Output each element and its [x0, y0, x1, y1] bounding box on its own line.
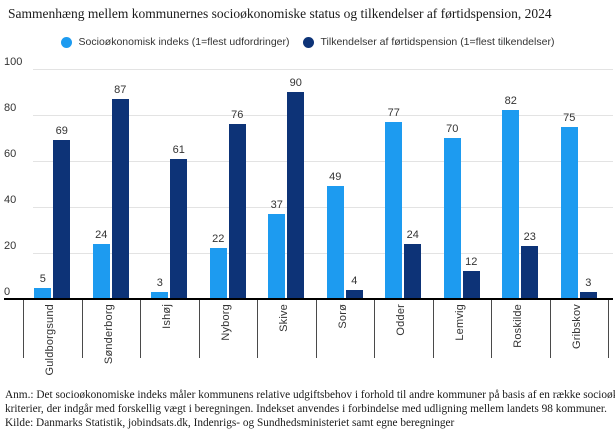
- bar-roskilde-s2: [521, 246, 539, 299]
- bar-nyborg-s1: [209, 248, 227, 299]
- bar-roskilde-s1: [502, 110, 520, 299]
- bar-value-label: 4: [351, 274, 358, 287]
- category-label-guldborgsund: Guldborgsund: [44, 304, 57, 376]
- category-label-lemvig: Lemvig: [453, 304, 466, 341]
- category-label-sønderborg: Sønderborg: [102, 304, 115, 365]
- bar-sorø-s1: [326, 186, 344, 299]
- footnote-anm-line1: Anm.: Det socioøkonomiske indeks måler k…: [5, 389, 615, 401]
- bar-sønderborg-s1: [92, 243, 110, 299]
- gridline-80: [33, 114, 613, 116]
- chart-title: Sammenhæng mellem kommunernes socioøkono…: [8, 6, 552, 21]
- bar-lemvig-s2: [462, 271, 480, 299]
- bar-value-label: 3: [585, 277, 592, 290]
- bar-value-label: 61: [172, 143, 185, 156]
- legend-label: Socioøkonomisk indeks (1=flest udfordrin…: [78, 36, 290, 48]
- bar-value-label: 23: [523, 231, 536, 244]
- gridline-40: [33, 206, 613, 208]
- category-label-gribskov: Gribskov: [570, 304, 583, 349]
- bar-guldborgsund-s1: [34, 287, 52, 299]
- bar-value-label: 5: [39, 272, 46, 285]
- footnotes: Anm.: Det socioøkonomiske indeks måler k…: [5, 388, 615, 430]
- category-label-ishøj: Ishøj: [161, 304, 174, 329]
- bar-ishøj-s2: [170, 158, 188, 299]
- category-separator: [608, 300, 609, 358]
- bar-value-label: 70: [446, 123, 459, 135]
- bar-value-label: 22: [212, 233, 225, 246]
- legend-swatch-icon: [60, 36, 72, 48]
- bar-gribskov-s2: [579, 292, 597, 299]
- bar-gribskov-s1: [560, 126, 578, 299]
- footnote-kilde: Kilde: Danmarks Statistik, jobindsats.dk…: [5, 417, 455, 429]
- y-tick-label-20: 20: [4, 240, 17, 252]
- bar-value-label: 24: [95, 228, 108, 241]
- bar-odder-s1: [385, 121, 403, 299]
- category-separator: [491, 300, 492, 358]
- category-label-odder: Odder: [395, 304, 408, 336]
- bar-guldborgsund-s2: [53, 140, 71, 299]
- legend-item-series1: Socioøkonomisk indeks (1=flest udfordrin…: [60, 36, 290, 48]
- category-separator: [549, 300, 551, 358]
- bar-value-label: 82: [504, 95, 517, 108]
- bar-value-label: 90: [289, 77, 302, 89]
- category-separator: [81, 300, 83, 358]
- bar-sønderborg-s2: [111, 98, 129, 299]
- gridline-100: [33, 68, 613, 70]
- bar-value-label: 49: [329, 171, 342, 184]
- bar-value-label: 69: [55, 125, 68, 138]
- legend: Socioøkonomisk indeks (1=flest udfordrin…: [0, 36, 615, 48]
- bar-value-label: 24: [406, 228, 419, 241]
- x-axis-line: [4, 298, 613, 300]
- gridline-60: [33, 160, 613, 162]
- category-label-sorø: Sorø: [336, 304, 349, 329]
- legend-label: Tilkendelser af førtidspension (1=flest …: [320, 36, 555, 48]
- bar-value-label: 37: [270, 198, 283, 211]
- bar-nyborg-s2: [228, 124, 246, 299]
- y-tick-label-100: 100: [4, 56, 23, 68]
- bar-value-label: 77: [387, 106, 400, 119]
- bar-sorø-s2: [345, 289, 363, 299]
- category-label-nyborg: Nyborg: [219, 304, 232, 341]
- category-separator: [432, 300, 434, 358]
- bar-value-label: 12: [465, 256, 478, 269]
- category-separator: [23, 300, 24, 358]
- bar-odder-s2: [404, 243, 422, 299]
- category-separator: [198, 300, 200, 358]
- bar-value-label: 3: [156, 277, 163, 290]
- bar-lemvig-s1: [443, 138, 461, 299]
- y-tick-label-40: 40: [4, 194, 17, 206]
- y-tick-label-80: 80: [4, 102, 17, 114]
- legend-swatch-icon: [302, 36, 314, 48]
- category-separator: [315, 300, 317, 358]
- footnote-anm-line2: kriterier, der indgår med forskellig væg…: [5, 403, 607, 415]
- bar-value-label: 75: [563, 111, 576, 124]
- y-tick-label-60: 60: [4, 148, 17, 160]
- category-label-skive: Skive: [278, 304, 291, 332]
- category-separator: [257, 300, 258, 358]
- category-label-roskilde: Roskilde: [512, 304, 525, 348]
- legend-item-series2: Tilkendelser af førtidspension (1=flest …: [302, 36, 555, 48]
- bar-value-label: 76: [231, 109, 244, 122]
- category-separator: [140, 300, 141, 358]
- bar-skive-s2: [287, 92, 305, 299]
- bar-ishøj-s1: [151, 292, 169, 299]
- bar-skive-s1: [268, 213, 286, 299]
- bar-value-label: 87: [114, 83, 127, 96]
- category-separator: [374, 300, 375, 358]
- gridline-20: [33, 252, 613, 254]
- y-tick-label-0: 0: [4, 286, 11, 298]
